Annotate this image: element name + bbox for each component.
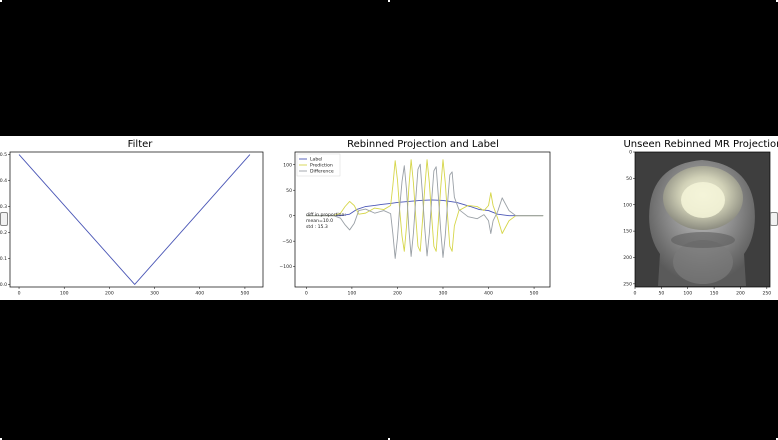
series-line-prediction <box>306 159 544 252</box>
corner-mark <box>388 0 390 2</box>
series-line-difference <box>306 163 544 259</box>
mr-projection-image: Unseen Rebinned MR Projection 0 50 100 150 2… <box>623 139 778 297</box>
x-tick-label: 50 <box>658 291 664 297</box>
y-tick-label: 50 <box>626 176 632 182</box>
legend-box <box>296 153 341 177</box>
y-tick-label: 0 <box>289 213 292 219</box>
legend-entry: Difference <box>310 169 334 175</box>
y-tick-label: 0.4 <box>0 178 7 184</box>
y-tick-label: 100 <box>283 162 292 168</box>
legend: Label Prediction Difference <box>296 153 341 177</box>
annotation-line: mean=10.0 <box>306 218 333 224</box>
y-tick-label: 200 <box>623 255 632 261</box>
x-tick-label: 250 <box>762 291 771 297</box>
corner-mark <box>0 438 2 440</box>
filter-chart: Filter 0 100 200 300 400 500 0.0 0.1 0.2 0.3 0.4 0.… <box>0 139 264 297</box>
y-tick-label: −100 <box>279 264 292 270</box>
corner-mark <box>776 438 778 440</box>
y-tick-label: 100 <box>623 202 632 208</box>
plot-area <box>9 151 264 288</box>
x-tick-label: 500 <box>241 291 250 297</box>
legend-entry: Label <box>310 157 322 163</box>
series-line <box>18 154 251 285</box>
x-tick-label: 100 <box>683 291 692 297</box>
brain-core <box>681 182 725 218</box>
figure-strip: Filter 0 100 200 300 400 500 0.0 0.1 0.2 0.3 0.4 0.… <box>0 136 778 300</box>
y-tick-label: 250 <box>623 281 632 287</box>
chart-title: Rebinned Projection and Label <box>347 139 499 150</box>
legend-entry: Prediction <box>310 163 333 169</box>
chart-title: Filter <box>128 139 154 150</box>
y-tick-label: 150 <box>623 229 632 235</box>
corner-mark <box>0 0 2 2</box>
neck-region <box>673 240 733 284</box>
x-tick-label: 0 <box>305 291 308 297</box>
x-tick-label: 100 <box>60 291 69 297</box>
y-tick-label: 0 <box>629 150 632 156</box>
annotation-line: diff in proportion: <box>306 212 346 218</box>
x-tick-label: 300 <box>150 291 159 297</box>
projection-chart: Rebinned Projection and Label 0 100 200 300… <box>279 139 551 297</box>
chart-title: Unseen Rebinned MR Projection <box>623 139 778 150</box>
x-tick-label: 0 <box>634 291 637 297</box>
annotation: diff in proportion: mean=10.0 std : 15.3 <box>306 212 346 230</box>
x-tick-label: 300 <box>439 291 448 297</box>
x-tick-label: 400 <box>484 291 493 297</box>
x-tick-label: 100 <box>348 291 357 297</box>
corner-mark <box>388 438 390 440</box>
figure-canvas: Filter 0 100 200 300 400 5000.00.10.20.30.40.… <box>0 139 778 297</box>
annotation-line: std : 15.3 <box>306 224 328 230</box>
x-tick-label: 200 <box>736 291 745 297</box>
next-frame-arrow[interactable] <box>770 212 778 226</box>
x-tick-label: 150 <box>710 291 719 297</box>
corner-mark <box>776 0 778 2</box>
y-tick-label: 0.1 <box>0 256 7 262</box>
mr-image <box>649 160 755 286</box>
x-tick-label: 0 <box>18 291 21 297</box>
y-tick-label: −50 <box>282 239 292 245</box>
x-tick-label: 200 <box>105 291 114 297</box>
x-tick-label: 200 <box>393 291 402 297</box>
x-tick-label: 500 <box>530 291 539 297</box>
y-tick-label: 50 <box>286 188 292 194</box>
jaw-shadow <box>671 232 735 248</box>
y-tick-label: 0.0 <box>0 282 7 288</box>
y-tick-label: 0.3 <box>0 204 7 210</box>
x-tick-label: 400 <box>195 291 204 297</box>
y-tick-label: 0.2 <box>0 230 7 236</box>
y-tick-label: 0.5 <box>0 152 7 158</box>
prev-frame-arrow[interactable] <box>0 212 8 226</box>
